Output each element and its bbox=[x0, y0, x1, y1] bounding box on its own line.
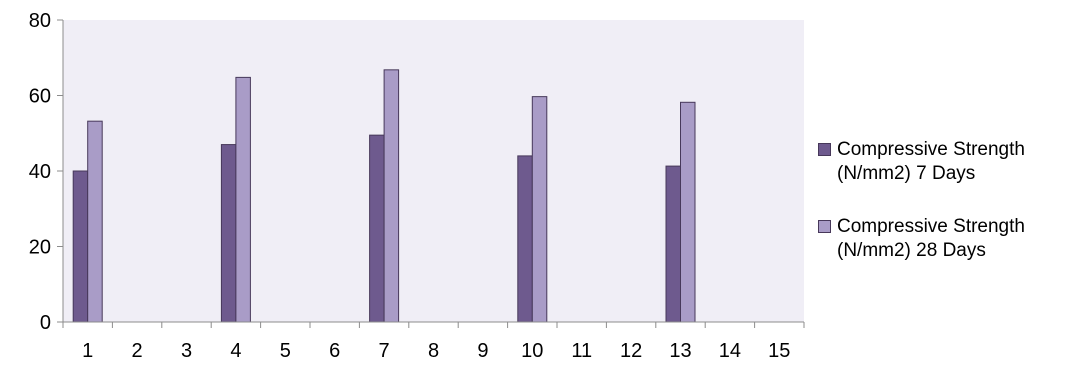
x-tick-label: 12 bbox=[620, 340, 642, 362]
y-axis-ticks: 0 20 40 60 80 bbox=[29, 10, 63, 334]
x-tick-label: 9 bbox=[477, 340, 488, 362]
y-tick-label: 20 bbox=[29, 237, 51, 259]
y-tick-label: 0 bbox=[40, 312, 51, 334]
bar-7-days-4 bbox=[220, 144, 237, 323]
x-tick-label: 5 bbox=[280, 340, 291, 362]
x-tick-label: 1 bbox=[82, 340, 93, 362]
chart-legend: Compressive Strength (N/mm2) 7 Days Comp… bbox=[818, 0, 1086, 367]
bars-group bbox=[72, 69, 696, 323]
x-tick-label: 7 bbox=[379, 340, 390, 362]
legend-label-7-days: Compressive Strength (N/mm2) 7 Days bbox=[837, 139, 1025, 184]
x-tick-label: 3 bbox=[181, 340, 192, 362]
bar-28-days-7 bbox=[383, 69, 400, 323]
legend-item-7-days: Compressive Strength (N/mm2) 7 Days bbox=[818, 138, 1082, 186]
bar-28-days-10 bbox=[531, 96, 548, 323]
x-tick-label: 10 bbox=[521, 340, 543, 362]
bar-28-days-13 bbox=[680, 101, 696, 323]
bar-7-days-1 bbox=[72, 170, 89, 323]
legend-swatch-7-days bbox=[818, 143, 831, 156]
y-tick-label: 80 bbox=[29, 10, 51, 32]
bar-7-days-13 bbox=[665, 165, 681, 323]
x-axis-ticks: 1 2 3 4 5 6 7 8 9 10 11 12 13 14 15 bbox=[62, 322, 805, 362]
x-tick-label: 11 bbox=[571, 340, 592, 362]
y-tick-label: 40 bbox=[29, 161, 51, 183]
x-tick-label: 13 bbox=[669, 340, 691, 362]
x-tick-label: 2 bbox=[132, 340, 143, 362]
bar-28-days-4 bbox=[235, 76, 251, 323]
bar-7-days-7 bbox=[369, 134, 385, 323]
x-tick-label: 14 bbox=[719, 340, 741, 362]
legend-label-28-days: Compressive Strength (N/mm2) 28 Days bbox=[837, 216, 1025, 261]
x-tick-label: 15 bbox=[768, 340, 790, 362]
x-tick-label: 8 bbox=[428, 340, 439, 362]
legend-swatch-28-days bbox=[818, 220, 831, 233]
legend-item-28-days: Compressive Strength (N/mm2) 28 Days bbox=[818, 215, 1082, 263]
x-tick-label: 6 bbox=[329, 340, 340, 362]
y-tick-label: 60 bbox=[29, 86, 51, 108]
bar-7-days-10 bbox=[517, 155, 533, 323]
bar-28-days-1 bbox=[87, 120, 103, 323]
x-tick-label: 4 bbox=[230, 340, 241, 362]
